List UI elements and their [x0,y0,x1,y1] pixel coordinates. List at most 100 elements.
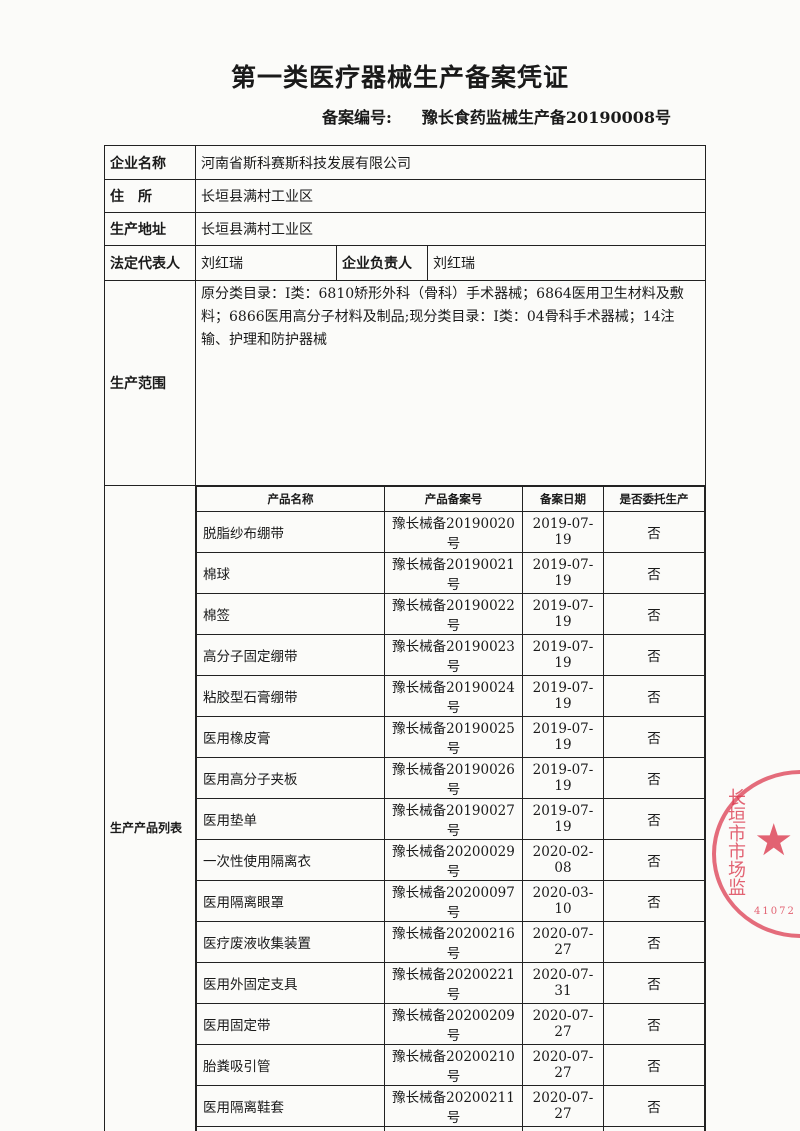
table-row: 一次性使用隔离衣 豫长械备20200029号 2020-02-08 否 [196,839,705,881]
product-date: 2019-07-19 [522,593,604,635]
product-date: 2020-07-31 [522,962,604,1004]
product-number: 豫长械备20190027号 [384,798,523,840]
product-name: 医用橡皮膏 [196,716,385,758]
product-date: 2019-07-19 [522,634,604,676]
table-row: 医用固定带 豫长械备20200209号 2020-07-27 否 [196,1003,705,1045]
legal-rep-label: 法定代表人 [104,245,196,281]
product-name: 脱脂纱布绷带 [196,511,385,553]
product-number: 豫长械备20200209号 [384,1003,523,1045]
product-name: 高分子固定绷带 [196,634,385,676]
product-entrusted: 否 [603,798,705,840]
company-value: 河南省斯科赛斯科技发展有限公司 [195,145,706,180]
product-name: 胎粪吸引管 [196,1044,385,1086]
product-number: 豫长械备20200221号 [384,962,523,1004]
official-seal: 长垣市市场监 ★ 41072 [712,770,800,938]
table-row: 医用隔离眼罩 豫长械备20200097号 2020-03-10 否 [196,880,705,922]
product-date: 2019-07-19 [522,552,604,594]
record-label: 备案编号: [322,108,392,127]
seal-number: 41072 [754,906,796,917]
table-row: 高分子固定绷带 豫长械备20190023号 2019-07-19 否 [196,634,705,676]
product-entrusted: 否 [603,757,705,799]
table-row: 医用垫单 豫长械备20190027号 2019-07-19 否 [196,798,705,840]
record-number: 备案编号: 豫长食药监械生产备20190008号 [322,104,671,128]
product-date: 2019-07-19 [522,511,604,553]
product-entrusted: 否 [603,552,705,594]
product-entrusted: 否 [603,880,705,922]
product-entrusted: 否 [603,839,705,881]
product-name: 医疗废液收集装置 [196,921,385,963]
product-number: 豫长械备20200216号 [384,921,523,963]
product-date: 2020-07-27 [522,1044,604,1086]
product-date: 2020-07-27 [522,1085,604,1127]
table-row: 医用高分子夹板 豫长械备20190026号 2019-07-19 否 [196,757,705,799]
product-date: 2019-07-19 [522,716,604,758]
table-row: 医用外固定支具 豫长械备20200221号 2020-07-31 否 [196,962,705,1004]
product-table: 产品名称 产品备案号 备案日期 是否委托生产 脱脂纱布绷带 豫长械备2019002… [196,486,705,1131]
table-row: 脱脂纱布绷带 豫长械备20190020号 2019-07-19 否 [196,511,705,553]
product-name: 棉签 [196,593,385,635]
product-number: 豫长械备20200212号 [384,1126,523,1131]
product-date: 2019-07-19 [522,798,604,840]
product-entrusted: 否 [603,1126,705,1131]
product-entrusted: 否 [603,962,705,1004]
table-row: 棉签 豫长械备20190022号 2019-07-19 否 [196,593,705,635]
product-date: 2020-07-27 [522,1126,604,1131]
product-name: 医用隔离眼罩 [196,880,385,922]
scope-value: 原分类目录：Ⅰ类：6810矫形外科（骨科）手术器械；6864医用卫生材料及敷料；… [195,280,706,486]
product-date: 2019-07-19 [522,757,604,799]
table-row: 医疗废液收集装置 豫长械备20200216号 2020-07-27 否 [196,921,705,963]
address-value: 长垣县满村工业区 [195,179,706,213]
products-label: 生产产品列表 [104,485,196,1131]
product-number: 豫长械备20200097号 [384,880,523,922]
product-date: 2020-07-27 [522,1003,604,1045]
table-row: 棉球 豫长械备20190021号 2019-07-19 否 [196,552,705,594]
col-header-name: 产品名称 [196,486,385,512]
product-number: 豫长械备20190024号 [384,675,523,717]
product-date: 2020-07-27 [522,921,604,963]
product-entrusted: 否 [603,634,705,676]
col-header-number: 产品备案号 [384,486,523,512]
product-name: 一次性使用隔离衣 [196,839,385,881]
product-name: 棉球 [196,552,385,594]
certificate-table: 企业名称 河南省斯科赛斯科技发展有限公司 住 所长垣县满村工业区 生产地址 长垣县满… [104,145,706,1131]
table-row: 粘胶型石膏绷带 豫长械备20190024号 2019-07-19 否 [196,675,705,717]
product-number: 豫长械备20190023号 [384,634,523,676]
star-icon: ★ [754,815,794,866]
product-name: 医用高分子夹板 [196,757,385,799]
site-value: 长垣县满村工业区 [195,212,706,246]
table-row: 胎粪吸引管 豫长械备20200210号 2020-07-27 否 [196,1044,705,1086]
company-label: 企业名称 [104,145,196,180]
product-number: 豫长械备20200211号 [384,1085,523,1127]
product-number: 豫长械备20190026号 [384,757,523,799]
scope-label: 生产范围 [104,280,196,486]
product-number: 豫长械备20190020号 [384,511,523,553]
product-number: 豫长械备20200029号 [384,839,523,881]
product-name: 医用垫单 [196,798,385,840]
table-row: 医用橡皮膏 豫长械备20190025号 2019-07-19 否 [196,716,705,758]
product-entrusted: 否 [603,593,705,635]
head-value: 刘红瑞 [427,245,706,281]
head-label: 企业负责人 [336,245,428,281]
product-date: 2020-02-08 [522,839,604,881]
product-header-row: 产品名称 产品备案号 备案日期 是否委托生产 [196,486,705,512]
col-header-entrusted: 是否委托生产 [603,486,705,512]
seal-text: 长垣市市场监 [725,788,746,896]
product-name: 粘胶型石膏绷带 [196,675,385,717]
product-number: 豫长械备20190021号 [384,552,523,594]
product-name: 医用外固定支具 [196,962,385,1004]
site-label: 生产地址 [104,212,196,246]
address-label: 住 所 [104,179,196,213]
document-title: 第一类医疗器械生产备案凭证 [230,63,569,92]
product-entrusted: 否 [603,1003,705,1045]
legal-rep-value: 刘红瑞 [195,245,337,281]
col-header-date: 备案日期 [522,486,604,512]
product-entrusted: 否 [603,921,705,963]
product-number: 豫长械备20190025号 [384,716,523,758]
table-row: 医用隔离鞋套 豫长械备20200211号 2020-07-27 否 [196,1085,705,1127]
table-row: 废液收集袋豫长械备20200212号2020-07-27否 [196,1126,705,1131]
product-date: 2020-03-10 [522,880,604,922]
product-number: 豫长械备20200210号 [384,1044,523,1086]
product-date: 2019-07-19 [522,675,604,717]
product-name: 医用固定带 [196,1003,385,1045]
